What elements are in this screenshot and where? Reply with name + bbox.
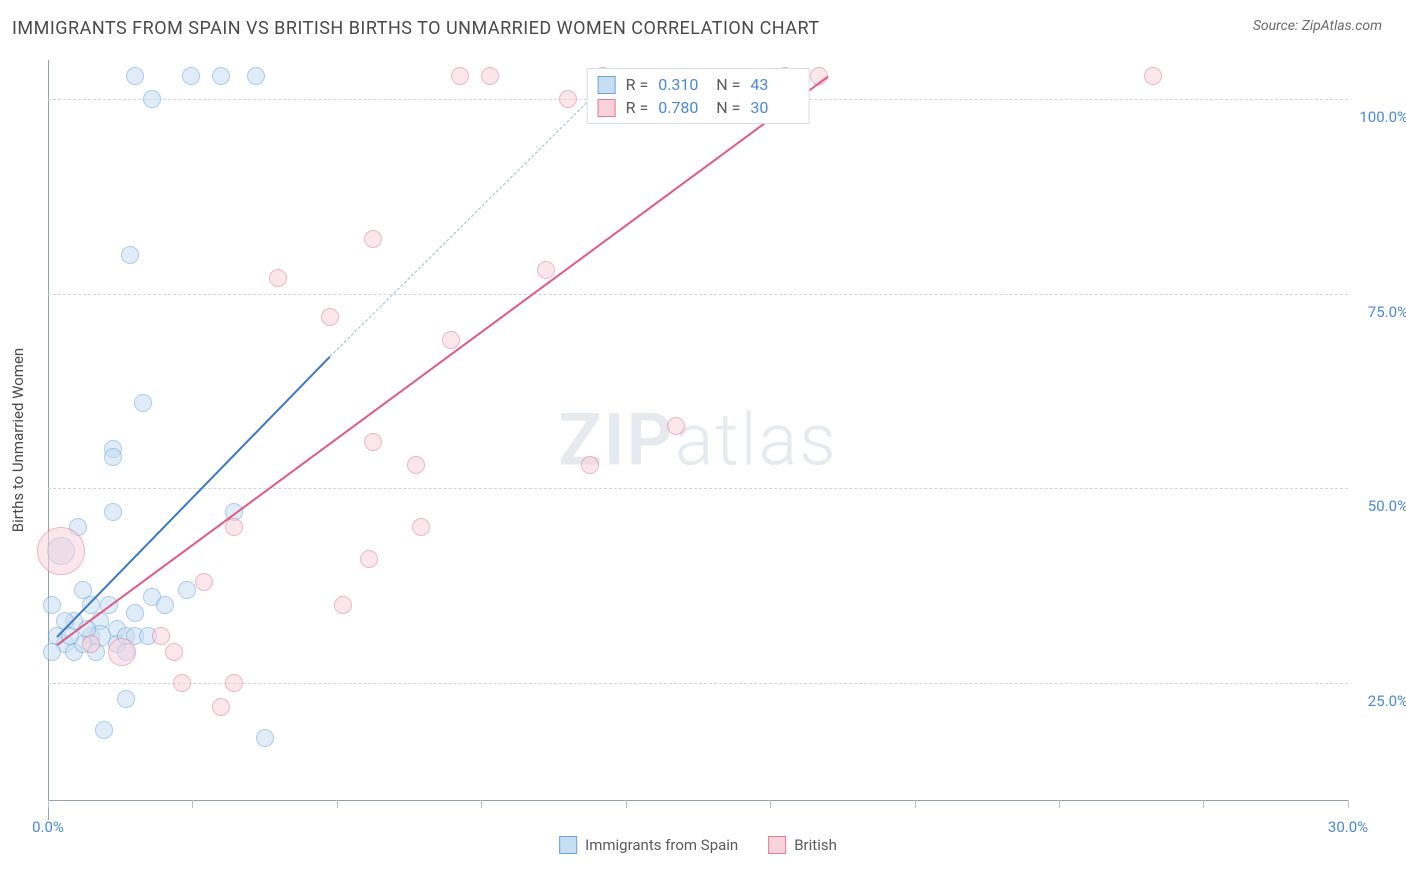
data-point	[481, 67, 499, 85]
y-axis-line	[48, 60, 49, 820]
gridline	[48, 488, 1348, 489]
x-tick	[337, 800, 338, 808]
data-point	[225, 674, 243, 692]
data-point	[108, 638, 136, 666]
data-point	[143, 90, 161, 108]
data-point	[442, 331, 460, 349]
legend-correlation-row: R = 0.780 N = 30	[598, 96, 799, 119]
data-point	[225, 518, 243, 536]
data-point	[334, 596, 352, 614]
data-point	[134, 394, 152, 412]
data-point	[43, 596, 61, 614]
data-point	[559, 90, 577, 108]
legend-r-label: R =	[626, 98, 649, 117]
gridline	[48, 294, 1348, 295]
data-point	[182, 67, 200, 85]
data-point	[156, 596, 174, 614]
legend-n-value: 30	[750, 98, 798, 117]
page-title: IMMIGRANTS FROM SPAIN VS BRITISH BIRTHS …	[12, 18, 820, 39]
x-tick	[481, 800, 482, 808]
x-tick-label: 30.0%	[1328, 818, 1368, 836]
data-point	[364, 433, 382, 451]
y-axis-label: Births to Unmarried Women	[9, 348, 27, 532]
y-tick-label: 100.0%	[1359, 108, 1406, 126]
data-point	[212, 698, 230, 716]
legend-series-label: Immigrants from Spain	[585, 836, 738, 854]
data-point	[412, 518, 430, 536]
legend-series-item: British	[768, 836, 837, 854]
legend-r-value: 0.780	[658, 98, 706, 117]
x-tick-label: 0.0%	[32, 818, 64, 836]
correlation-chart: Births to Unmarried Women ZIPatlas 25.0%…	[48, 60, 1348, 820]
data-point	[126, 604, 144, 622]
y-tick-label: 25.0%	[1368, 692, 1406, 710]
trend-line	[56, 76, 829, 646]
legend-swatch	[598, 99, 616, 117]
data-point	[82, 635, 100, 653]
source-attribution: Source: ZipAtlas.com	[1253, 18, 1382, 34]
data-point	[165, 643, 183, 661]
data-point	[269, 269, 287, 287]
data-point	[537, 261, 555, 279]
x-tick	[48, 800, 49, 808]
y-tick-label: 75.0%	[1368, 303, 1406, 321]
data-point	[152, 627, 170, 645]
data-point	[95, 721, 113, 739]
legend-n-label: N =	[716, 75, 740, 94]
legend-swatch	[768, 836, 786, 854]
data-point	[667, 417, 685, 435]
data-point	[117, 690, 135, 708]
data-point	[195, 573, 213, 591]
legend-series-label: British	[794, 836, 837, 854]
legend-correlation: R = 0.310 N = 43 R = 0.780 N = 30	[587, 68, 810, 124]
legend-correlation-row: R = 0.310 N = 43	[598, 73, 799, 96]
data-point	[126, 67, 144, 85]
data-point	[104, 448, 122, 466]
data-point	[407, 456, 425, 474]
data-point	[178, 581, 196, 599]
data-point	[256, 729, 274, 747]
x-tick	[1059, 800, 1060, 808]
legend-n-label: N =	[716, 98, 740, 117]
data-point	[212, 67, 230, 85]
legend-series-item: Immigrants from Spain	[559, 836, 738, 854]
x-tick	[770, 800, 771, 808]
data-point	[321, 308, 339, 326]
legend-swatch	[598, 76, 616, 94]
x-tick	[1203, 800, 1204, 808]
y-tick-label: 50.0%	[1368, 497, 1406, 515]
legend-r-value: 0.310	[658, 75, 706, 94]
data-point	[451, 67, 469, 85]
x-tick	[192, 800, 193, 808]
x-tick	[1348, 800, 1349, 808]
data-point	[43, 643, 61, 661]
data-point	[364, 230, 382, 248]
legend-series: Immigrants from Spain British	[559, 836, 837, 854]
legend-swatch	[559, 836, 577, 854]
data-point	[173, 674, 191, 692]
data-point	[104, 503, 122, 521]
data-point	[581, 456, 599, 474]
legend-n-value: 43	[750, 75, 798, 94]
x-tick	[915, 800, 916, 808]
trend-line-extrapolated	[329, 99, 590, 357]
plot-area: 25.0%50.0%75.0%100.0%0.0%30.0%	[48, 60, 1348, 820]
data-point	[360, 550, 378, 568]
data-point	[247, 67, 265, 85]
data-point	[1144, 67, 1162, 85]
data-point	[37, 527, 85, 575]
legend-r-label: R =	[626, 75, 649, 94]
data-point	[121, 246, 139, 264]
x-axis-line	[48, 800, 1348, 801]
x-tick	[626, 800, 627, 808]
